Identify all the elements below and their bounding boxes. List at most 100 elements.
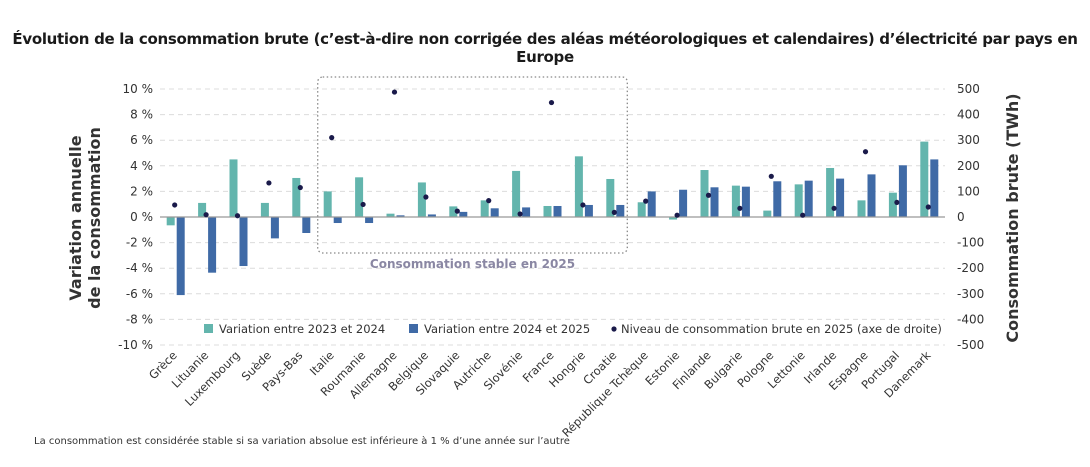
bar-2024-2025	[176, 217, 185, 296]
y2-tick-label: 0	[957, 210, 965, 224]
bar-2023-2024	[417, 182, 426, 217]
chart-title: Évolution de la consommation brute (c’es…	[12, 30, 1078, 66]
bar-2023-2024	[166, 217, 175, 226]
y-tick-label: 10 %	[123, 82, 154, 96]
consumption-point	[580, 202, 586, 208]
bar-2024-2025	[804, 180, 813, 217]
bar-2024-2025	[679, 189, 688, 217]
bar-2024-2025	[553, 205, 562, 217]
bar-2023-2024	[355, 177, 364, 217]
bar-2023-2024	[229, 159, 238, 217]
bar-2024-2025	[836, 178, 845, 217]
bar-2023-2024	[543, 205, 552, 217]
y2-tick-label: -300	[957, 287, 984, 301]
consumption-point	[831, 205, 837, 211]
legend-label: Variation entre 2023 et 2024	[219, 322, 385, 336]
consumption-point	[266, 180, 272, 186]
consumption-point	[548, 99, 555, 106]
annotation-label: Consommation stable en 2025	[370, 257, 575, 271]
consumption-point	[329, 135, 335, 141]
y2-tick-label: 300	[957, 133, 980, 147]
consumption-point	[894, 199, 900, 206]
y2-tick-label: -100	[957, 236, 984, 250]
y-tick-label: 4 %	[130, 159, 153, 173]
bar-2023-2024	[606, 178, 615, 217]
y-axis-title-line1: Variation annuelle	[66, 135, 85, 300]
consumption-point	[423, 194, 429, 200]
y-tick-label: -2 %	[126, 236, 153, 250]
y2-tick-label: 100	[957, 184, 980, 198]
bar-2024-2025	[522, 207, 531, 217]
consumption-point	[862, 149, 869, 155]
legend-dot	[611, 326, 617, 332]
bar-2023-2024	[292, 177, 301, 217]
y-tick-label: -6 %	[126, 287, 153, 301]
y2-tick-label: -400	[957, 312, 984, 326]
bar-2024-2025	[459, 211, 468, 217]
bar-2023-2024	[700, 170, 709, 217]
consumption-point	[172, 202, 178, 208]
consumption-point	[737, 205, 743, 211]
bar-2024-2025	[616, 204, 625, 217]
bar-2024-2025	[898, 165, 907, 217]
bar-2023-2024	[826, 167, 835, 217]
legend-swatch-2024-2025	[409, 324, 418, 333]
y-tick-label: -8 %	[126, 312, 153, 326]
consumption-point	[454, 208, 460, 214]
footnote: La consommation est considérée stable si…	[34, 436, 570, 447]
bar-2023-2024	[637, 202, 646, 217]
legend-label: Variation entre 2024 et 2025	[424, 322, 590, 336]
consumption-point	[391, 89, 398, 95]
y-axis-title-line2: de la consommation	[85, 127, 104, 309]
y2-axis-title: Consommation brute (TWh)	[1003, 93, 1022, 342]
y-tick-label: -10 %	[118, 338, 153, 352]
bar-2023-2024	[920, 141, 929, 217]
legend-label: Niveau de consommation brute en 2025 (ax…	[621, 322, 942, 336]
bar-2024-2025	[208, 217, 217, 273]
consumption-point	[611, 209, 617, 215]
bar-2023-2024	[669, 217, 678, 220]
y-tick-label: -4 %	[126, 261, 153, 275]
consumption-point	[297, 184, 303, 191]
y-tick-label: 6 %	[130, 133, 153, 147]
bar-2024-2025	[584, 204, 593, 217]
legend-swatch-2023-2024	[204, 324, 213, 333]
y-tick-label: 8 %	[130, 108, 153, 122]
consumption-point	[203, 212, 209, 218]
consumption-point	[674, 212, 680, 218]
consumption-point	[486, 198, 492, 204]
bar-2023-2024	[480, 200, 489, 217]
bar-2023-2024	[888, 192, 897, 217]
y2-tick-label: 500	[957, 82, 980, 96]
consumption-point	[234, 213, 241, 219]
bar-2023-2024	[323, 191, 332, 217]
bar-2023-2024	[794, 184, 803, 217]
consumption-point	[800, 212, 806, 218]
y2-tick-label: 200	[957, 159, 980, 173]
consumption-point	[643, 198, 649, 204]
bar-2023-2024	[386, 213, 395, 217]
bar-2024-2025	[427, 214, 436, 217]
bar-2024-2025	[302, 217, 311, 233]
bar-2024-2025	[741, 186, 750, 217]
y-tick-label: 0 %	[130, 210, 153, 224]
bar-2024-2025	[365, 217, 374, 224]
y-tick-label: 2 %	[130, 184, 153, 198]
bar-2024-2025	[710, 187, 719, 217]
bar-2023-2024	[574, 156, 583, 217]
bar-2023-2024	[857, 200, 866, 217]
y2-tick-label: 400	[957, 108, 980, 122]
bar-2024-2025	[333, 217, 342, 224]
bar-2023-2024	[198, 202, 207, 217]
bar-2023-2024	[731, 185, 740, 217]
bar-2024-2025	[773, 181, 782, 217]
bar-2023-2024	[449, 206, 458, 217]
bar-2024-2025	[490, 208, 499, 217]
consumption-point	[517, 211, 523, 217]
consumption-point	[768, 173, 774, 179]
bar-2024-2025	[647, 191, 656, 217]
consumption-point	[925, 204, 931, 210]
bar-2024-2025	[867, 174, 876, 217]
bar-2023-2024	[260, 202, 269, 217]
